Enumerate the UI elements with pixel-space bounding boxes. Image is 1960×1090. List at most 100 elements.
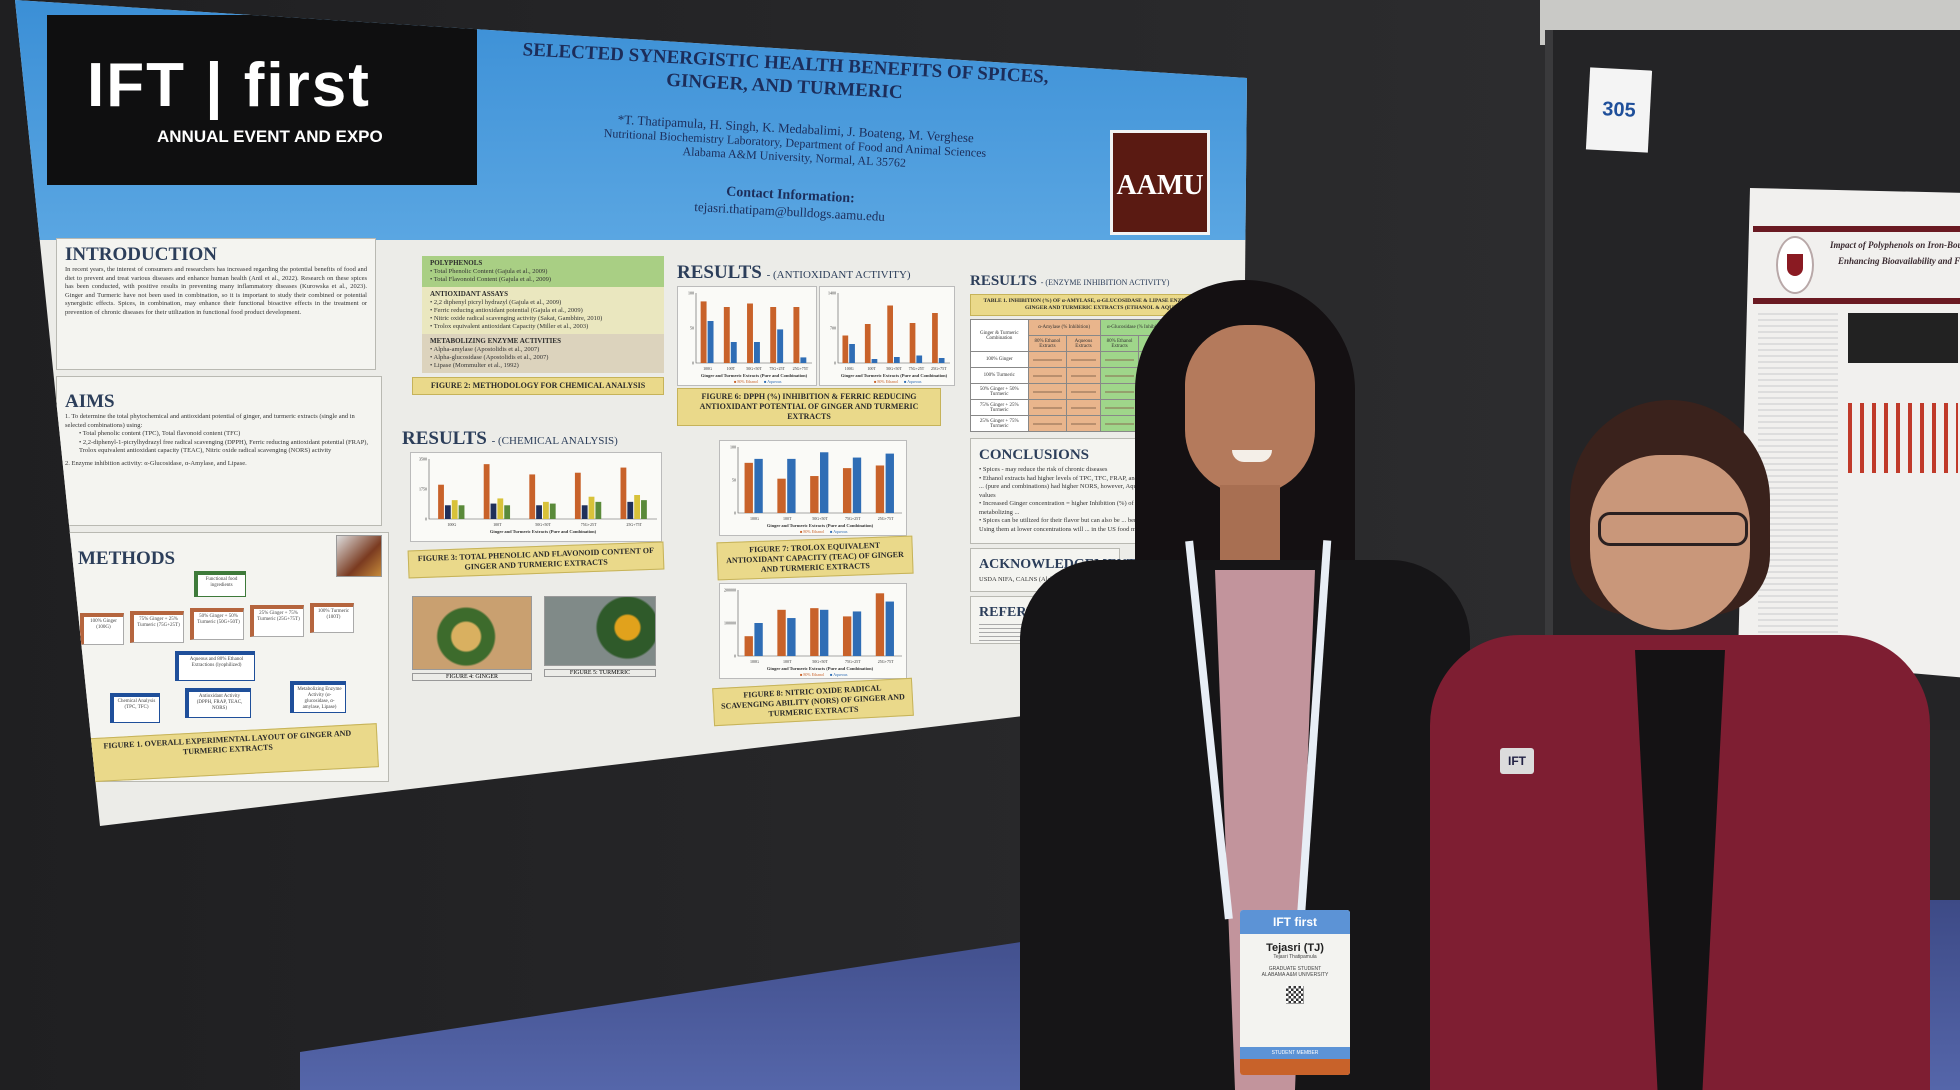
qr-code-icon <box>1286 986 1304 1004</box>
x-axis-label: Ginger and Turmeric Extracts (Pure and C… <box>841 373 948 378</box>
x-tick-label: 75G+25T <box>845 659 861 664</box>
x-tick-label: 50G+50T <box>746 366 762 371</box>
aims-section: AIMS 1. To determine the total phytochem… <box>56 376 382 526</box>
table-cell <box>1027 367 1068 384</box>
chart-bar <box>504 505 511 519</box>
lapel-pin: IFT <box>1500 748 1534 774</box>
aamu-logo: AAMU <box>1110 130 1210 235</box>
x-tick-label: 75G+25T <box>909 366 925 371</box>
flow-node: 100% Ginger (100G) <box>80 613 124 645</box>
chart-bar <box>849 344 855 363</box>
chart-bar <box>438 484 444 519</box>
chart-bar <box>730 342 737 363</box>
flow-node: 100% Turmeric (100T) <box>310 603 354 633</box>
badge-full-name: Tejasri Thatipamula <box>1273 954 1317 960</box>
teac-chart: 100G 100T 50G+50T 75G+25T 25G+75T Ginger and … <box>719 440 907 536</box>
chart-bar <box>852 457 862 513</box>
x-axis-label: Ginger and Turmeric Extracts (Pure and C… <box>490 529 597 534</box>
flow-node: Metabolizing Enzyme Activity (α-glucosid… <box>290 681 346 713</box>
chart-bar <box>754 623 763 656</box>
flow-node: 50% Ginger + 50% Turmeric (50G+50T) <box>190 608 244 640</box>
chart-bar <box>754 342 760 363</box>
chart-bar <box>747 303 753 363</box>
results-chemical-section: RESULTS - (CHEMICAL ANALYSIS) 100G 100T 50… <box>402 428 672 681</box>
results-subheading: - (ENZYME INHIBITION ACTIVITY) <box>1040 278 1170 287</box>
ift-first-logo: IFT | first ANNUAL EVENT AND EXPO <box>47 15 477 185</box>
x-tick-label: 25G+75T <box>626 522 642 527</box>
x-tick-label: 100G <box>703 366 712 371</box>
flow-node: 25% Ginger + 75% Turmeric (25G+75T) <box>250 605 304 637</box>
figure-7-caption: FIGURE 7: TROLOX EQUIVALENT ANTIOXIDANT … <box>716 535 914 581</box>
table-cell <box>1066 415 1101 432</box>
chart-bar <box>820 609 829 656</box>
x-tick-label: 50G+50T <box>812 516 828 521</box>
aim-item: 2. Enzyme inhibition activity: α-Glucosi… <box>65 459 247 467</box>
legend-item: ■ 80% Ethanol <box>800 672 825 677</box>
x-axis-label: Ginger and Turmeric Extracts (Pure and C… <box>767 666 874 671</box>
method-item: • Trolox equivalent antioxidant Capacity… <box>430 323 589 330</box>
y-tick-label: 0 <box>834 361 836 366</box>
polyphenols-title: POLYPHENOLS <box>430 259 483 267</box>
results-heading: RESULTS <box>402 428 487 449</box>
chart-bar <box>820 452 829 513</box>
chart-bar <box>916 355 923 363</box>
chart-bar <box>777 609 786 656</box>
table-cell <box>1066 351 1101 368</box>
chart-bar <box>744 462 753 513</box>
table-subheader: Aqueous Extracts <box>1066 335 1101 352</box>
badge-role: GRADUATE STUDENT <box>1268 966 1322 972</box>
chart-bar <box>634 495 641 519</box>
figure-2-caption: FIGURE 2: METHODOLOGY FOR CHEMICAL ANALY… <box>412 377 664 395</box>
introduction-body: In recent years, the interest of consume… <box>65 266 367 316</box>
results-antioxidant-section: RESULTS - (ANTIOXIDANT ACTIVITY) 100G 100… <box>677 262 967 727</box>
person-presenter: IFT first Tejasri (TJ) Tejasri Thatipamu… <box>1020 280 1490 1090</box>
results-heading: RESULTS <box>970 273 1037 289</box>
chart-bar <box>497 498 504 519</box>
logo-text: IFT | first <box>87 51 371 120</box>
legend-item: ■ Aqueous <box>904 379 922 384</box>
table-cell <box>1027 383 1068 400</box>
smile <box>1232 450 1272 462</box>
chart-svg: 100G 100T 50G+50T 75G+25T 25G+75T Ginger and … <box>730 445 902 534</box>
x-tick-label: 25G+75T <box>878 659 894 664</box>
x-tick-label: 100G <box>750 659 759 664</box>
x-tick-label: 25G+75T <box>878 516 894 521</box>
x-tick-label: 50G+50T <box>886 366 902 371</box>
acknowledgements-body: USDA NIFA, CALNS (Alabama ... <box>979 576 1071 583</box>
results-subheading: - (CHEMICAL ANALYSIS) <box>491 435 618 447</box>
enzymes-title: METABOLIZING ENZYME ACTIVITIES <box>430 337 561 345</box>
aim-item: 1. To determine the total phytochemical … <box>65 413 355 429</box>
table-subheader: 80% Ethanol Extracts <box>1027 335 1068 352</box>
chart-bar <box>793 307 800 363</box>
methodology-panel: POLYPHENOLS • Total Phenolic Content (Ga… <box>412 256 664 395</box>
legend-item: ■ Aqueous <box>764 379 782 384</box>
face <box>1185 325 1315 495</box>
conclusion-item: • Ethanol extracts had higher levels of … <box>979 474 1158 499</box>
chart-bar <box>641 500 647 519</box>
x-axis-label: Ginger and Turmeric Extracts (Pure and C… <box>767 523 874 528</box>
chart-svg: 100G 100T 50G+50T 75G+25T 25G+75T Ginger and … <box>688 291 812 384</box>
flow-node: 75% Ginger + 25% Turmeric (75G+25T) <box>130 611 184 643</box>
x-tick-label: 75G+25T <box>845 516 861 521</box>
chart-bar <box>581 505 588 519</box>
table-header: α-Amylase (% Inhibition) <box>1027 319 1101 336</box>
chart-svg: 100G 100T 50G+50T 75G+25T 25G+75T Ginger and … <box>419 457 657 534</box>
flow-node: Antioxidant Activity (DPPH, FRAP, TEAC, … <box>185 688 251 718</box>
flow-node: Aqueous and 80% Ethanol Extractions (lyo… <box>175 651 255 681</box>
x-tick-label: 75G+25T <box>769 366 785 371</box>
method-item: • Alpha-amylase (Apostolidis et al., 200… <box>430 346 540 353</box>
conclusion-item: • Increased Ginger concentration = highe… <box>979 500 1134 516</box>
legend-item: ■ 80% Ethanol <box>874 379 899 384</box>
method-item: • Total Phenolic Content (Gajula et al.,… <box>430 268 548 275</box>
y-tick-label: 100000 <box>724 621 736 626</box>
chart-svg: 100G 100T 50G+50T 75G+25T 25G+75T Ginger and … <box>828 291 950 384</box>
neighbor-title-2: Enhancing Bioavailability and Functional… <box>1838 256 1960 266</box>
chart-bar <box>875 593 885 656</box>
chart-bar <box>700 301 707 363</box>
y-tick-label: 0 <box>425 517 427 522</box>
chart-bar <box>707 321 714 363</box>
chart-bar <box>574 472 581 519</box>
methods-heading: METHODS <box>78 548 176 569</box>
figure-1-caption: FIGURE 1. OVERALL EXPERIMENTAL LAYOUT OF… <box>77 723 379 783</box>
conclusion-item: • Spices - may reduce the risk of chroni… <box>979 466 1108 473</box>
